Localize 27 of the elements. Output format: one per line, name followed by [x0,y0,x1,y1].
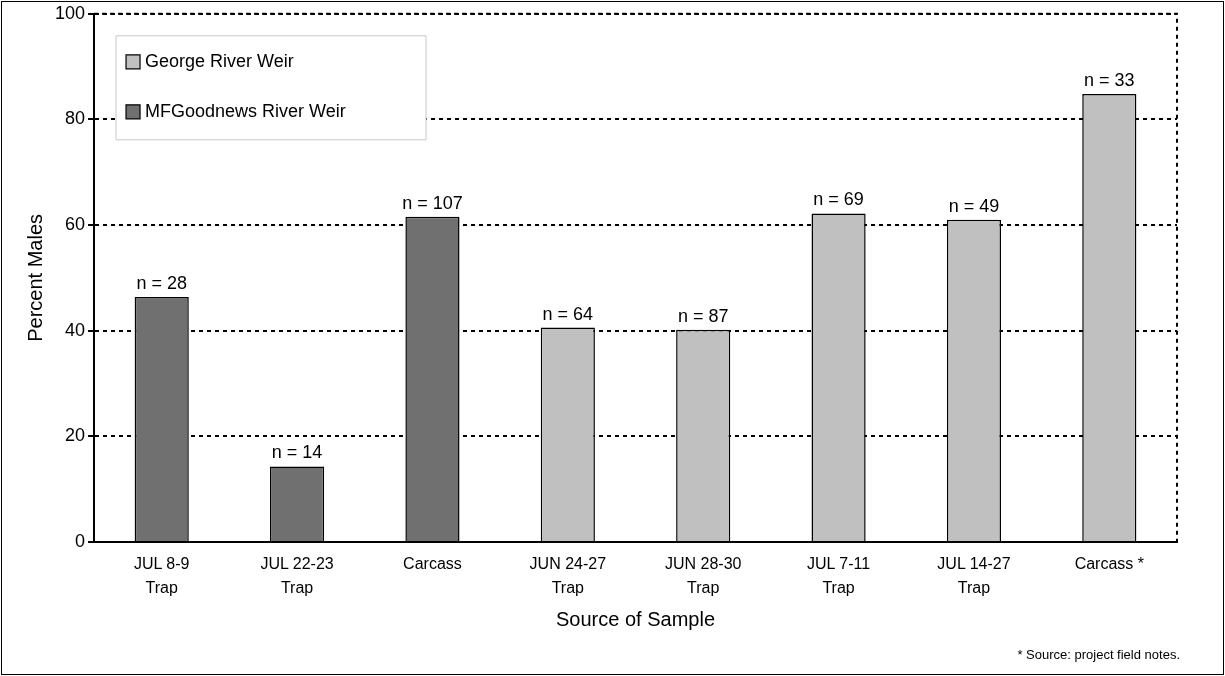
annotation: n = 107 [402,192,463,213]
y-tick-label: 60 [65,214,86,235]
x-tick-label: JUL 7-11 Trap [807,555,871,597]
y-tick-label: 100 [54,2,86,23]
annotation: n = 14 [271,442,323,463]
legend-label: MFGoodnews River Weir [145,100,346,121]
legend-label: George River Weir [145,50,294,71]
annotation: n = 49 [948,195,1000,216]
x-tick-label: JUL 22-23 Trap [260,555,334,597]
x-tick-label: JUL 14-27 Trap [937,555,1011,597]
annotation: n = 87 [677,305,729,326]
x-tick-label: Carcass * [1074,555,1144,573]
y-axis-title: Percent Males [23,213,46,342]
x-tick-label: JUN 24-27 Trap [529,555,607,597]
x-tick-label: Carcass [403,555,462,573]
y-tick-label: 0 [75,530,86,551]
annotation: n = 28 [136,272,187,293]
x-tick-label: JUL 8-9 Trap [134,555,190,597]
annotation: n = 33 [1084,70,1135,91]
x-tick-label: JUN 28-30 Trap [664,555,742,597]
x-axis-title: Source of Sample [556,607,716,630]
annotation: n = 69 [813,189,864,210]
text: * Source: project field notes. [1017,647,1180,662]
y-tick-label: 40 [65,319,86,340]
y-tick-label: 20 [65,425,86,446]
annotation: n = 64 [542,303,594,324]
y-tick-label: 80 [65,108,86,129]
